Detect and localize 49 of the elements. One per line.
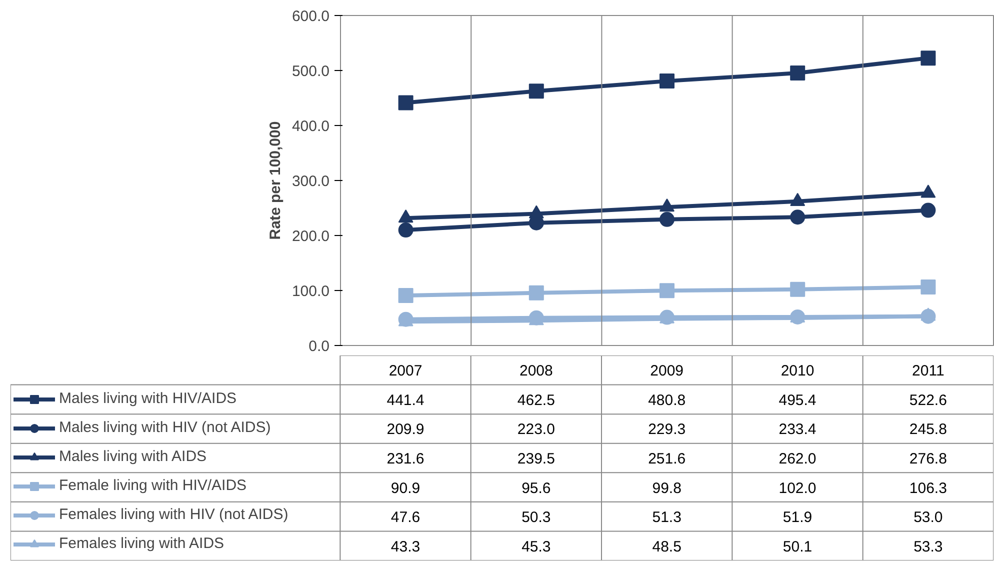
data-label: 51.3 <box>652 509 682 526</box>
data-label: 47.6 <box>390 509 420 526</box>
data-label: 233.4 <box>778 421 816 438</box>
x-tick-label: 2010 <box>780 362 814 380</box>
legend-label: Females living with AIDS <box>59 534 224 554</box>
data-label: 223.0 <box>517 421 555 438</box>
data-label: 95.6 <box>522 480 551 497</box>
y-tick-label: 100.0 <box>292 283 330 300</box>
x-tick-label: 2007 <box>388 362 422 380</box>
legend-label: Males living with AIDS <box>59 447 207 467</box>
data-label: 50.3 <box>522 509 551 526</box>
x-tick-label: 2008 <box>519 362 553 380</box>
x-tick-label: 2009 <box>650 362 684 380</box>
data-label: 48.5 <box>652 538 682 556</box>
data-label: 251.6 <box>648 450 686 468</box>
legend-label: Female living with HIV/AIDS <box>59 476 247 496</box>
y-tick-label: 600.0 <box>292 8 330 25</box>
x-tick-label: 2011 <box>912 362 944 380</box>
data-label: 245.8 <box>909 421 947 438</box>
data-label: 462.5 <box>517 392 555 409</box>
data-label: 45.3 <box>522 538 551 556</box>
data-label: 229.3 <box>648 421 686 438</box>
legend-label: Males living with HIV (not AIDS) <box>59 418 271 438</box>
y-tick-label: 0.0 <box>308 338 330 355</box>
data-label: 51.9 <box>782 509 812 526</box>
data-label: 262.0 <box>778 450 816 468</box>
data-label: 106.3 <box>909 480 947 497</box>
data-label: 480.8 <box>648 392 686 409</box>
data-label: 90.9 <box>390 480 420 497</box>
y-tick-label: 400.0 <box>292 118 330 135</box>
y-tick-label: 200.0 <box>292 228 330 245</box>
data-label: 99.8 <box>652 480 682 497</box>
data-label: 209.9 <box>386 421 424 438</box>
data-label: 43.3 <box>390 538 420 556</box>
data-label: 50.1 <box>782 538 812 556</box>
y-tick-label: 300.0 <box>292 173 330 190</box>
legend-label: Females living with HIV (not AIDS) <box>59 505 288 525</box>
data-label: 495.4 <box>778 392 816 409</box>
data-label: 276.8 <box>909 450 947 468</box>
data-label: 53.3 <box>914 538 943 556</box>
legend-label: Males living with HIV/AIDS <box>59 389 237 409</box>
y-axis-title: Rate per 100,000 <box>266 121 284 240</box>
data-label: 441.4 <box>386 392 424 409</box>
data-label: 102.0 <box>778 480 816 497</box>
data-label: 239.5 <box>517 450 555 468</box>
data-label: 231.6 <box>386 450 424 468</box>
y-tick-label: 500.0 <box>292 63 330 80</box>
data-label: 53.0 <box>914 509 943 526</box>
data-label: 522.6 <box>909 392 947 409</box>
